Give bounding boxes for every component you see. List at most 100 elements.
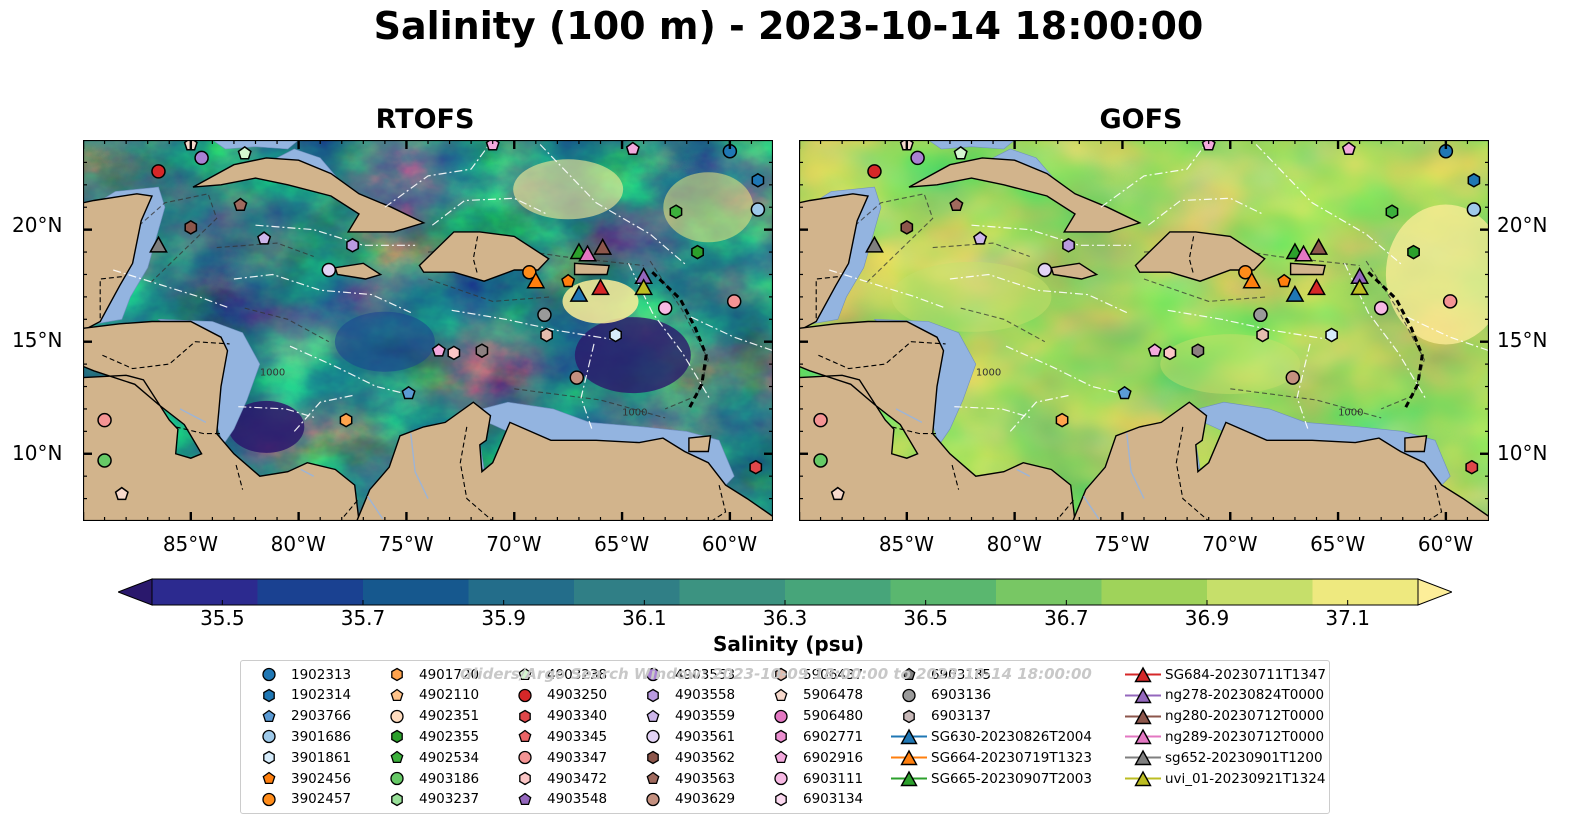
land-trinidad — [688, 435, 712, 453]
legend-entry: 4903553 — [633, 664, 735, 685]
legend-entry: 4903559 — [633, 706, 735, 727]
legend-label: 4903250 — [547, 687, 608, 704]
lon-tick-rtofs: 70°W — [486, 532, 542, 556]
eez-boundary — [289, 345, 414, 397]
eez-boundary — [451, 309, 614, 341]
observation-marker — [151, 164, 166, 179]
observation-marker — [726, 294, 742, 309]
legend-label: 1902313 — [291, 666, 352, 683]
river — [1016, 468, 1031, 477]
observation-marker — [339, 412, 353, 428]
observation-marker — [910, 150, 925, 166]
observation-marker — [830, 486, 845, 501]
legend-marker-icon — [647, 688, 659, 703]
country-border — [1188, 236, 1195, 275]
legend-marker-icon — [518, 730, 532, 743]
legend-label: 3902457 — [291, 791, 352, 808]
observation-marker — [1253, 307, 1268, 323]
colorbar-bin — [363, 579, 470, 605]
observation-marker — [537, 307, 552, 323]
river — [895, 408, 923, 424]
bathymetry-contour — [1230, 388, 1382, 419]
legend-marker-icon — [390, 750, 404, 764]
legend-marker-icon — [262, 792, 276, 806]
legend-label: 4903237 — [419, 791, 480, 808]
observation-marker — [813, 453, 828, 468]
bathymetry-contour — [244, 307, 330, 343]
observation-marker — [1117, 385, 1132, 400]
observation-marker — [149, 235, 168, 253]
legend-entry: 4903629 — [633, 789, 735, 810]
land-hispaniola — [418, 231, 550, 282]
lon-tick-rtofs: 85°W — [162, 532, 219, 556]
legend-marker-icon — [646, 730, 660, 744]
observation-marker — [321, 262, 337, 278]
land-central — [83, 320, 360, 521]
legend-entry: 5906437 — [761, 664, 863, 685]
lat-tick-left-15n: 15°N — [12, 328, 63, 352]
legend-label: 3901686 — [291, 728, 352, 745]
legend-label: 5906480 — [803, 708, 864, 725]
observation-marker — [233, 197, 248, 212]
legend-label: 4903345 — [547, 728, 608, 745]
legend-entry: uvi_01-20230921T1324 — [1123, 768, 1325, 789]
legend-entry: 3902457 — [249, 789, 351, 810]
observation-marker — [669, 204, 683, 220]
legend-marker-icon — [1125, 770, 1161, 787]
land-southamerica — [1072, 401, 1489, 521]
legend-label: 6902916 — [803, 749, 864, 766]
eez-boundary — [384, 140, 494, 208]
colorbar-bin — [257, 579, 364, 605]
figure-title: Salinity (100 m) - 2023-10-14 18:00:00 — [373, 4, 1204, 48]
observation-marker — [561, 273, 576, 288]
bathymetry-contour — [649, 260, 709, 410]
legend-entry: 5906480 — [761, 706, 863, 727]
land-hispaniola — [1134, 231, 1266, 282]
country-border — [951, 464, 960, 490]
legend-entry: 4903347 — [505, 747, 607, 768]
lon-tick-gofs: 70°W — [1202, 532, 1258, 556]
legend-marker-icon — [646, 771, 660, 785]
land-puertorico — [1289, 262, 1326, 276]
legend-label: 6902771 — [803, 728, 864, 745]
observation-marker — [1325, 327, 1338, 343]
legend-marker-icon — [774, 750, 788, 764]
eez-boundary — [539, 144, 688, 266]
colorbar-tick: 36.1 — [622, 606, 667, 630]
country-border — [815, 276, 838, 322]
observation-marker — [1285, 284, 1305, 302]
legend-label: 4903347 — [547, 749, 608, 766]
legend-marker-icon — [263, 688, 275, 703]
legend-label: 6903136 — [931, 687, 992, 704]
land-cuba — [908, 157, 1142, 233]
legend-entry: ng278-20230824T0000 — [1123, 685, 1324, 706]
observation-marker — [1201, 140, 1216, 151]
land-jamaica — [334, 262, 383, 280]
legend-marker-icon — [262, 730, 276, 744]
bathymetry-contour — [108, 193, 218, 284]
observation-marker — [1309, 237, 1329, 255]
observation-marker — [257, 231, 272, 245]
observation-marker — [1467, 172, 1481, 188]
colorbar-bin — [679, 579, 786, 605]
legend-label: 4903238 — [547, 666, 608, 683]
colorbar-label: Salinity (psu) — [712, 632, 864, 656]
legend-watermark: Gliders/Argo Search Window: 2023-10-09 1… — [460, 665, 1092, 683]
legend-entry: 4903250 — [505, 685, 607, 706]
observation-marker — [1285, 370, 1301, 385]
country-border — [99, 276, 122, 322]
observation-marker — [593, 237, 613, 255]
legend-label: SG684-20230711T1347 — [1165, 666, 1326, 683]
contour-label: 1000 — [622, 408, 647, 419]
country-border — [459, 426, 494, 521]
bathymetry-contour — [960, 307, 1046, 343]
legend-label: 3902456 — [291, 770, 352, 787]
legend-entry: 6903111 — [761, 768, 863, 789]
river — [367, 495, 384, 520]
lon-tick-gofs: 80°W — [986, 532, 1042, 556]
country-border — [235, 464, 244, 490]
legend-marker-icon — [518, 792, 532, 805]
legend-label: SG664-20230719T1323 — [931, 749, 1092, 766]
legend-entry: 4902351 — [377, 706, 479, 727]
observation-marker — [949, 197, 964, 212]
